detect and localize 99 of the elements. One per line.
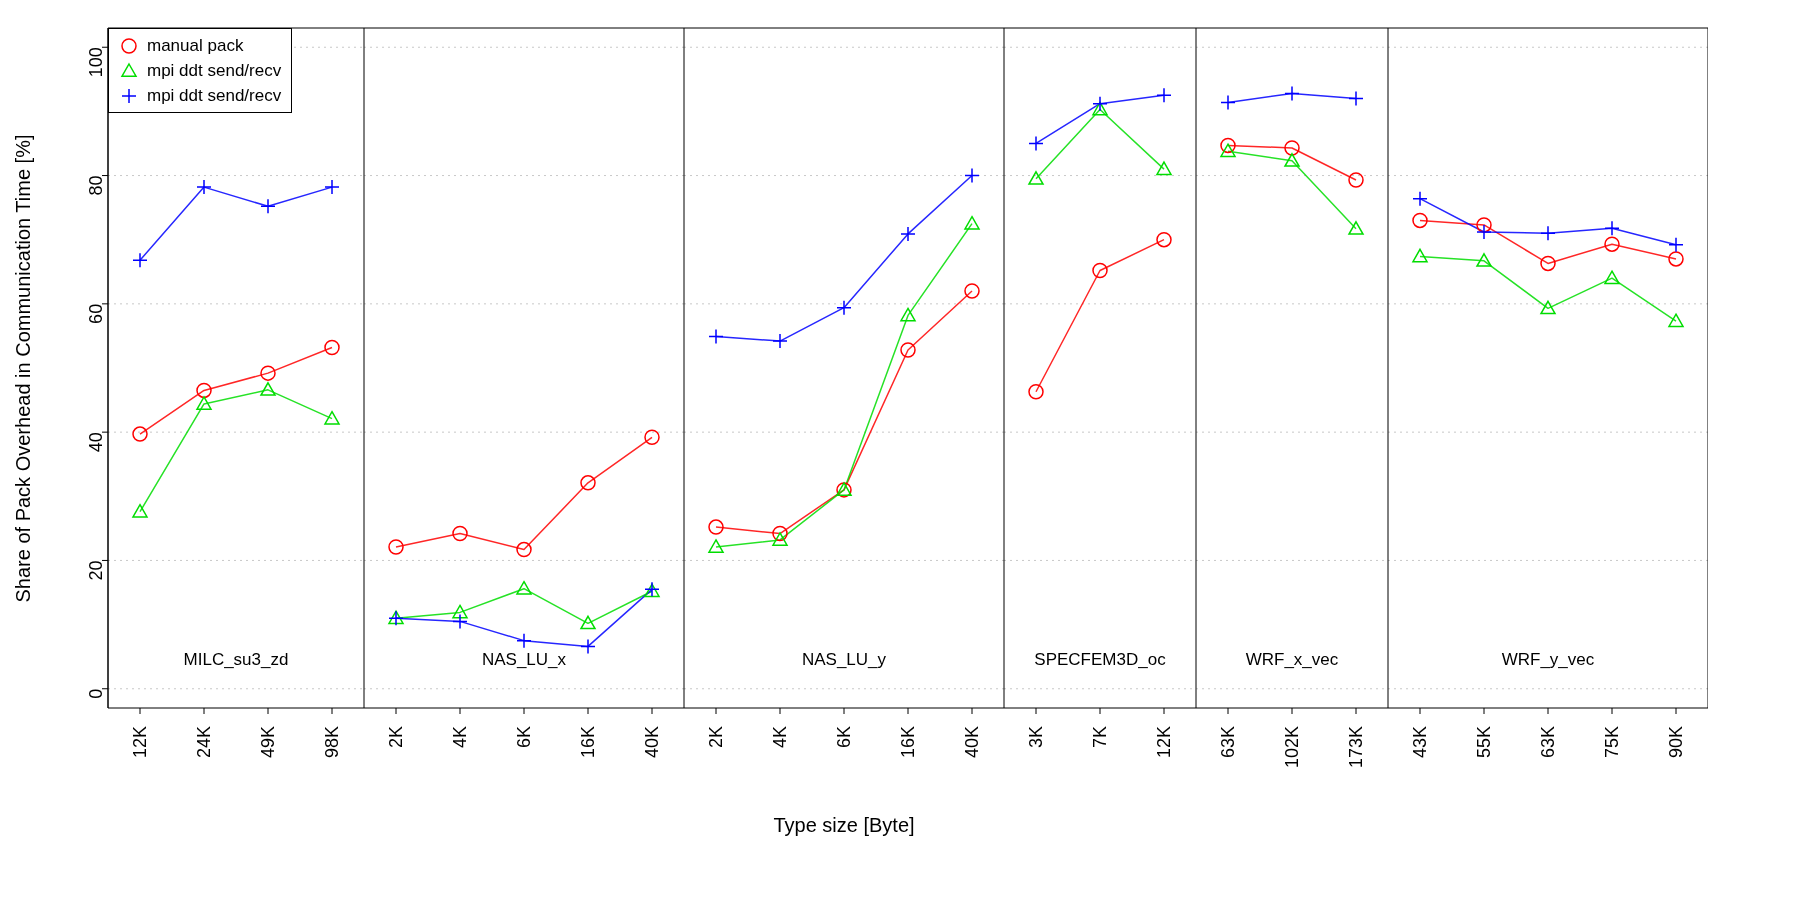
point — [1092, 262, 1108, 279]
x-tick-label: 98K — [322, 726, 342, 759]
point — [1668, 313, 1684, 328]
point — [580, 475, 596, 491]
point — [580, 638, 596, 655]
point — [1476, 224, 1492, 240]
point — [1540, 300, 1556, 315]
x-tick-label: 75K — [1602, 726, 1622, 759]
point — [644, 429, 660, 446]
point — [516, 541, 532, 558]
point — [1540, 225, 1556, 242]
point — [452, 604, 468, 619]
point — [580, 615, 596, 630]
point — [1604, 270, 1620, 285]
legend-label: manual pack — [147, 35, 244, 56]
point — [1028, 383, 1044, 400]
point — [388, 539, 404, 555]
point — [516, 632, 532, 649]
point — [1604, 236, 1620, 252]
x-tick-label: 2K — [706, 726, 726, 749]
x-tick-label: 49K — [258, 726, 278, 759]
point — [1092, 95, 1108, 112]
point — [1604, 220, 1620, 236]
y-axis-title: Share of Pack Overhead in Communication Time [%] — [11, 134, 35, 602]
legend-label: mpi ddt send/recv — [147, 60, 282, 81]
point — [1284, 153, 1300, 167]
point — [1348, 221, 1364, 235]
point — [772, 333, 788, 349]
point — [1348, 172, 1364, 188]
point — [1156, 231, 1172, 248]
point — [900, 226, 916, 242]
y-tick-label: 100 — [86, 47, 107, 78]
point — [1668, 251, 1684, 267]
x-tick-label: 12K — [130, 726, 150, 759]
point — [708, 539, 724, 553]
x-tick-label: 102K — [1282, 726, 1302, 769]
point — [964, 215, 980, 230]
point — [1156, 87, 1172, 104]
text: NAS_LU_x — [480, 650, 568, 671]
point — [1028, 171, 1044, 185]
x-tick-label: 43K — [1410, 726, 1430, 759]
point — [1284, 85, 1300, 102]
x-axis-title: Type size [Byte] — [773, 814, 915, 837]
x-tick-label: 7K — [1090, 726, 1110, 749]
x-tick-label: 173K — [1346, 726, 1366, 769]
point — [1348, 90, 1364, 107]
point — [1476, 217, 1492, 233]
point — [1028, 135, 1044, 152]
text: MILC_su3_zd — [182, 650, 290, 671]
point — [708, 328, 724, 345]
x-tick-label: 55K — [1474, 726, 1494, 759]
point — [1156, 161, 1172, 176]
text: WRF_y_vec — [1500, 650, 1596, 671]
x-tick-label: 16K — [578, 726, 598, 759]
x-tick-label: 4K — [770, 726, 790, 749]
x-tick-label: 3K — [1026, 726, 1046, 749]
text: WRF_x_vec — [1244, 650, 1340, 671]
point — [900, 307, 916, 322]
x-tick-label: 24K — [194, 726, 214, 759]
x-tick-label: 40K — [642, 726, 662, 759]
x-tick-label: 90K — [1666, 726, 1686, 759]
x-tick-label: 63K — [1218, 726, 1238, 759]
y-tick-label: 80 — [86, 175, 107, 196]
point — [964, 283, 980, 299]
point — [708, 519, 724, 535]
point — [964, 167, 980, 184]
x-tick-label: 6K — [834, 726, 854, 749]
legend-label: mpi ddt send/recv — [147, 85, 282, 106]
x-tick-label: 40K — [962, 726, 982, 759]
point — [772, 525, 788, 542]
point — [1412, 248, 1428, 263]
point — [1412, 190, 1428, 207]
x-tick-label: 6K — [514, 726, 534, 749]
point — [772, 532, 788, 546]
point — [1540, 255, 1556, 272]
point — [452, 613, 468, 630]
point — [1668, 237, 1684, 253]
y-tick-label: 20 — [86, 560, 107, 581]
point — [1220, 143, 1236, 158]
x-tick-label: 12K — [1154, 726, 1174, 759]
point — [452, 525, 468, 542]
point — [836, 299, 852, 316]
y-tick-label: 40 — [86, 432, 107, 453]
point — [900, 342, 916, 358]
x-tick-label: 2K — [386, 726, 406, 749]
point — [516, 580, 532, 595]
point — [1476, 253, 1492, 267]
x-tick-label: 63K — [1538, 726, 1558, 759]
point — [1220, 94, 1236, 111]
y-tick-label: 60 — [86, 303, 107, 324]
y-tick-label: 0 — [86, 688, 107, 699]
point — [1092, 101, 1108, 116]
text: NAS_LU_y — [800, 650, 888, 671]
point — [1220, 137, 1236, 154]
point — [1412, 212, 1428, 229]
x-tick-label: 16K — [898, 726, 918, 759]
text: SPECFEM3D_oc — [1033, 650, 1167, 671]
x-tick-label: 4K — [450, 726, 470, 749]
point — [1284, 140, 1300, 156]
